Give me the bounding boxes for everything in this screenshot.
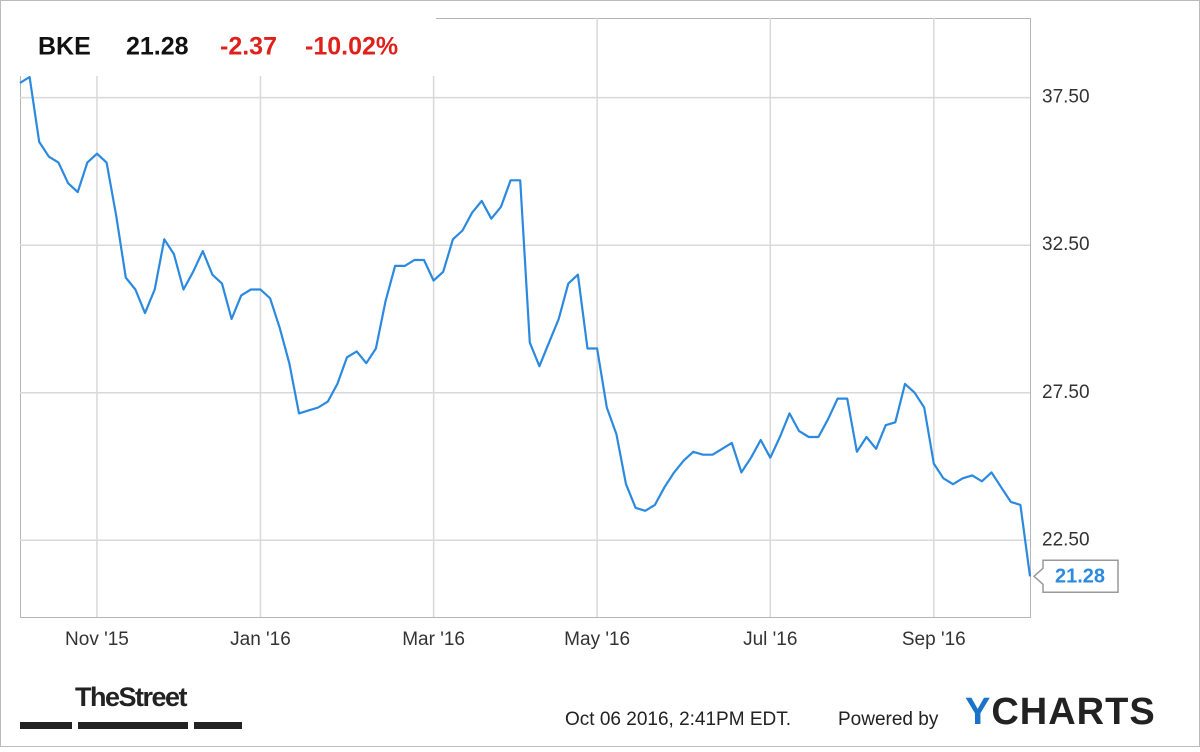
price: 21.28 [126,33,189,61]
brand: YCHARTS [965,691,1156,733]
quote-box [20,18,436,76]
source-logo: TheStreet [75,682,188,712]
x-tick-label: Jul '16 [743,629,797,650]
symbol: BKE [38,33,91,61]
change-percent: -10.02% [305,33,398,61]
change: -2.37 [220,33,277,61]
x-tick-label: Jan '16 [230,629,291,650]
x-tick-label: Nov '15 [65,629,129,650]
logo-bar [194,722,242,729]
last-value-box [1032,559,1119,594]
y-tick-label: 37.50 [1042,87,1090,108]
powered-by: Powered by [838,709,939,730]
grid [20,18,1030,617]
y-tick-label: 32.50 [1042,234,1090,255]
x-tick-label: Mar '16 [402,629,465,650]
y-tick-label: 22.50 [1042,529,1090,550]
x-tick-label: May '16 [564,629,630,650]
plot-area [20,18,1031,618]
y-tick-label: 27.50 [1042,382,1090,403]
last-value-label: 21.28 [1055,566,1105,588]
lines [19,75,1032,577]
logo-bar [78,722,188,729]
logo-bar [20,722,72,729]
timestamp: Oct 06 2016, 2:41PM EDT. [565,709,791,730]
x-tick-label: Sep '16 [902,629,966,650]
price-line [19,75,1032,577]
